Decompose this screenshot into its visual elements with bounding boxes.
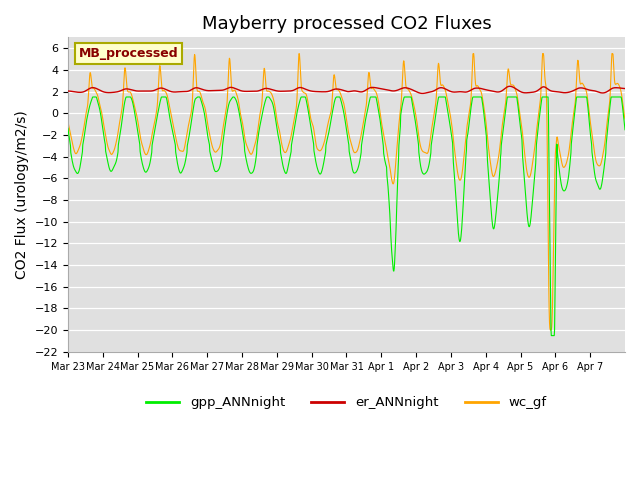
Title: Mayberry processed CO2 Fluxes: Mayberry processed CO2 Fluxes — [202, 15, 492, 33]
Text: MB_processed: MB_processed — [79, 47, 179, 60]
Legend: gpp_ANNnight, er_ANNnight, wc_gf: gpp_ANNnight, er_ANNnight, wc_gf — [141, 391, 552, 415]
Y-axis label: CO2 Flux (urology/m2/s): CO2 Flux (urology/m2/s) — [15, 110, 29, 279]
